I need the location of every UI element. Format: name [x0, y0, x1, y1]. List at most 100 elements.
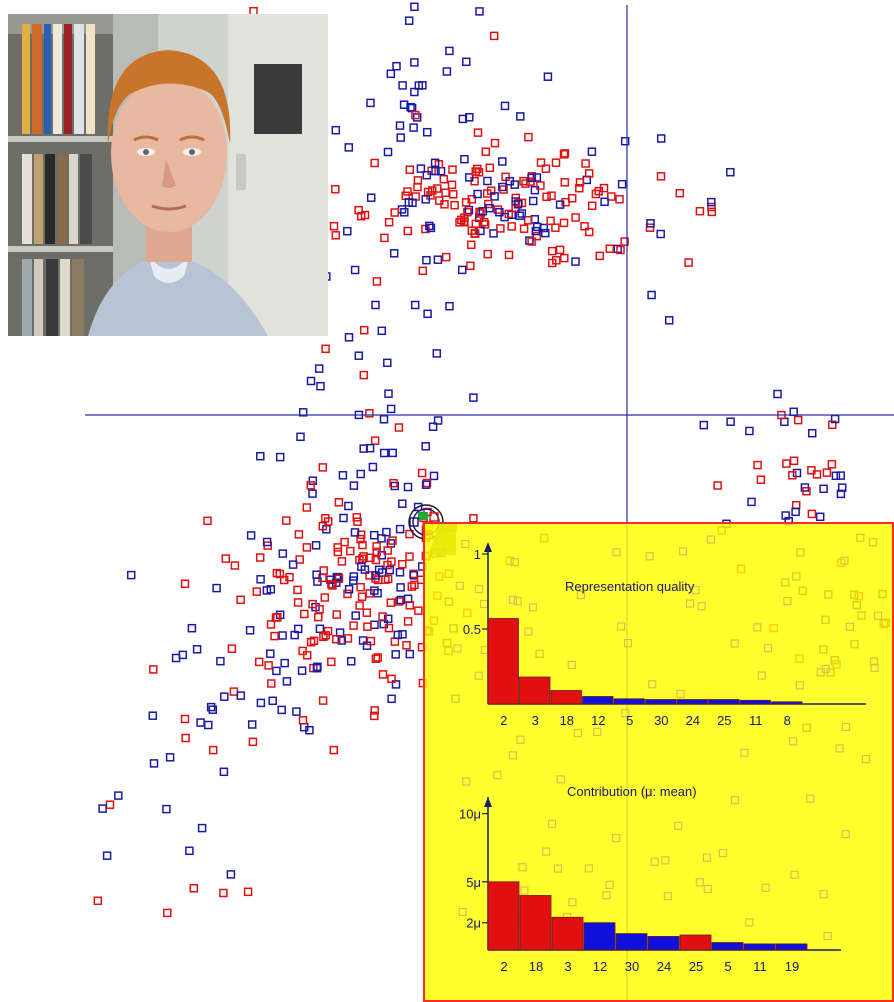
scatter-point[interactable] [831, 471, 841, 481]
scatter-point[interactable] [189, 884, 199, 893]
scatter-point[interactable] [684, 258, 693, 267]
scatter-point[interactable] [370, 436, 380, 445]
scatter-point[interactable] [467, 226, 477, 235]
scatter-point[interactable] [300, 609, 309, 619]
scatter-point[interactable] [645, 223, 655, 232]
scatter-point[interactable] [365, 571, 374, 580]
scatter-point[interactable] [546, 216, 555, 226]
scatter-point[interactable] [256, 698, 266, 708]
scatter-point[interactable] [707, 202, 716, 212]
scatter-point[interactable] [370, 711, 379, 721]
scatter-point[interactable] [403, 482, 413, 492]
scatter-point[interactable] [278, 631, 287, 640]
scatter-point[interactable] [298, 408, 308, 417]
scatter-point[interactable] [171, 653, 181, 663]
scatter-point[interactable] [279, 575, 289, 585]
scatter-point[interactable] [371, 571, 380, 580]
scatter-point[interactable] [331, 231, 341, 240]
scatter-point[interactable] [403, 187, 412, 196]
scatter-point[interactable] [500, 101, 510, 111]
scatter-point[interactable] [388, 536, 397, 545]
scatter-point[interactable] [462, 57, 471, 67]
scatter-point[interactable] [344, 333, 354, 342]
scatter-point[interactable] [282, 677, 292, 686]
scatter-point[interactable] [525, 236, 534, 245]
scatter-point[interactable] [383, 546, 392, 555]
scatter-point[interactable] [423, 309, 432, 319]
scatter-point[interactable] [745, 426, 754, 436]
scatter-point[interactable] [357, 592, 367, 601]
scatter-point[interactable] [483, 249, 492, 259]
scatter-point[interactable] [221, 554, 231, 563]
scatter-point[interactable] [383, 147, 393, 157]
scatter-point[interactable] [756, 475, 766, 484]
scatter-point[interactable] [469, 514, 478, 523]
scatter-point[interactable] [372, 277, 382, 286]
scatter-point[interactable] [320, 593, 330, 602]
scatter-point[interactable] [528, 196, 538, 206]
scatter-point[interactable] [457, 265, 467, 275]
scatter-point[interactable] [315, 624, 325, 634]
scatter-point[interactable] [264, 661, 273, 670]
scatter-point[interactable] [379, 448, 389, 458]
scatter-point[interactable] [384, 389, 393, 398]
scatter-point[interactable] [398, 559, 407, 569]
scatter-point[interactable] [318, 463, 328, 472]
scatter-point[interactable] [400, 208, 409, 217]
scatter-point[interactable] [466, 261, 475, 271]
scatter-point[interactable] [421, 442, 430, 451]
scatter-point[interactable] [354, 205, 363, 215]
scatter-point[interactable] [356, 530, 366, 539]
scatter-point[interactable] [616, 245, 625, 255]
scatter-point[interactable] [302, 503, 312, 512]
scatter-point[interactable] [371, 654, 381, 663]
scatter-point[interactable] [418, 81, 427, 90]
scatter-point[interactable] [377, 326, 387, 336]
scatter-point[interactable] [149, 665, 158, 674]
scatter-point[interactable] [295, 555, 304, 564]
scatter-point[interactable] [275, 452, 285, 462]
scatter-point[interactable] [226, 870, 236, 879]
scatter-point[interactable] [445, 46, 454, 56]
scatter-point[interactable] [180, 579, 190, 588]
scatter-point[interactable] [432, 184, 442, 193]
scatter-point[interactable] [421, 480, 431, 489]
scatter-point[interactable] [219, 767, 229, 777]
scatter-point[interactable] [349, 621, 358, 630]
scatter-point[interactable] [428, 186, 437, 195]
scatter-point[interactable] [530, 185, 540, 195]
scatter-point[interactable] [302, 651, 312, 660]
scatter-point[interactable] [197, 823, 207, 833]
scatter-point[interactable] [480, 220, 490, 229]
scatter-point[interactable] [383, 358, 392, 368]
bar[interactable] [679, 934, 712, 951]
scatter-point[interactable] [793, 415, 803, 425]
scatter-point[interactable] [543, 72, 553, 81]
scatter-point[interactable] [406, 102, 415, 112]
scatter-point[interactable] [707, 207, 717, 217]
scatter-point[interactable] [278, 549, 288, 558]
scatter-point[interactable] [405, 601, 415, 610]
scatter-point[interactable] [551, 223, 560, 232]
bar[interactable] [519, 895, 552, 951]
scatter-point[interactable] [245, 626, 255, 635]
scatter-point[interactable] [584, 169, 594, 178]
scatter-point[interactable] [294, 530, 304, 539]
scatter-point[interactable] [450, 200, 459, 210]
scatter-point[interactable] [114, 791, 123, 800]
scatter-point[interactable] [293, 585, 302, 595]
scatter-point[interactable] [290, 630, 299, 640]
scatter-point[interactable] [93, 896, 103, 906]
scatter-point[interactable] [343, 226, 352, 236]
scatter-point[interactable] [332, 610, 341, 619]
scatter-point[interactable] [713, 481, 722, 490]
scatter-point[interactable] [571, 213, 580, 222]
scatter-point[interactable] [519, 224, 529, 233]
scatter-point[interactable] [695, 206, 705, 216]
scatter-point[interactable] [481, 147, 491, 156]
scatter-point[interactable] [461, 198, 471, 207]
scatter-point[interactable] [555, 245, 565, 255]
scatter-point[interactable] [192, 645, 202, 654]
scatter-point[interactable] [753, 460, 762, 470]
scatter-point[interactable] [384, 623, 394, 633]
